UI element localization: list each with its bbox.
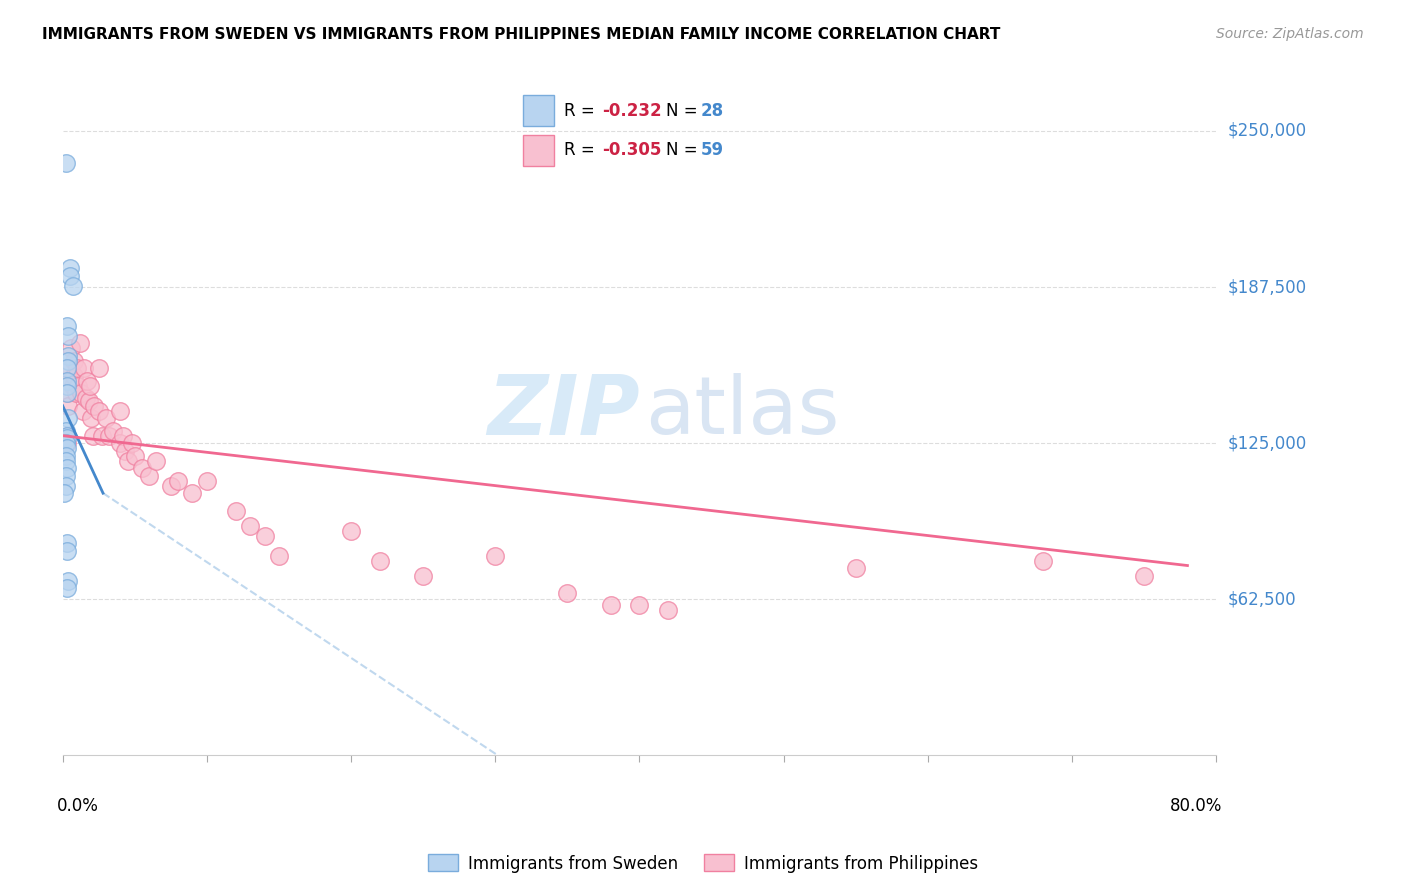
Text: $250,000: $250,000 (1227, 122, 1306, 140)
Point (101, 424, 124, 438)
Point (112, 428, 135, 442)
Point (63, 368, 86, 383)
Point (87, 403, 110, 417)
Text: IMMIGRANTS FROM SWEDEN VS IMMIGRANTS FROM PHILIPPINES MEDIAN FAMILY INCOME CORRE: IMMIGRANTS FROM SWEDEN VS IMMIGRANTS FRO… (42, 27, 1001, 42)
Point (56, 581, 79, 595)
Point (72, 403, 94, 417)
Point (58, 411, 80, 425)
Point (97, 428, 120, 442)
Point (80, 411, 103, 425)
Point (66, 361, 89, 376)
Point (56, 378, 79, 392)
Point (1133, 568, 1156, 582)
Point (56, 428, 79, 442)
Point (59, 374, 82, 388)
Point (56, 536, 79, 550)
Point (76, 374, 98, 388)
Point (195, 474, 218, 488)
Point (58, 353, 80, 368)
Point (56, 461, 79, 475)
Point (77, 393, 100, 408)
Point (368, 553, 391, 567)
Point (56, 436, 79, 450)
Point (58, 386, 80, 401)
Point (73, 361, 96, 376)
Point (56, 441, 79, 455)
Point (58, 574, 80, 588)
Point (55, 449, 77, 463)
Text: ZIP: ZIP (486, 371, 640, 452)
Point (70, 386, 93, 401)
Point (56, 386, 79, 401)
Point (159, 478, 181, 492)
Point (1032, 553, 1054, 567)
Point (225, 503, 247, 517)
Point (145, 453, 167, 467)
Text: atlas: atlas (645, 373, 839, 451)
Point (63, 353, 86, 368)
Point (110, 403, 132, 417)
Text: 80.0%: 80.0% (1170, 797, 1222, 814)
Point (599, 599, 621, 613)
Point (69, 336, 91, 351)
Point (75, 391, 97, 405)
Point (59, 361, 82, 376)
Text: Source: ZipAtlas.com: Source: ZipAtlas.com (1216, 27, 1364, 41)
Point (56, 543, 79, 558)
Text: $125,000: $125,000 (1227, 434, 1306, 452)
Point (557, 586, 579, 600)
Point (59, 261, 82, 276)
Point (58, 349, 80, 363)
Point (79, 378, 101, 392)
Point (94, 411, 117, 425)
Point (56, 428, 79, 442)
Text: 0.0%: 0.0% (56, 797, 98, 814)
Point (121, 436, 143, 450)
Point (83, 399, 105, 413)
Text: $62,500: $62,500 (1227, 591, 1296, 608)
Point (60, 341, 83, 355)
Point (90, 428, 112, 442)
Point (340, 524, 363, 538)
Point (55, 468, 77, 483)
Point (253, 528, 276, 542)
Legend: Immigrants from Sweden, Immigrants from Philippines: Immigrants from Sweden, Immigrants from … (422, 847, 984, 880)
Point (55, 453, 77, 467)
Point (59, 268, 82, 283)
Point (628, 599, 651, 613)
Point (110, 436, 132, 450)
Text: $187,500: $187,500 (1227, 278, 1306, 296)
Point (56, 318, 79, 333)
Point (62, 278, 84, 293)
Point (87, 361, 110, 376)
Point (53, 486, 76, 500)
Point (82, 428, 104, 442)
Point (181, 486, 204, 500)
Point (55, 478, 77, 492)
Point (484, 549, 506, 563)
Point (131, 461, 153, 475)
Point (845, 561, 868, 575)
Point (62, 378, 84, 392)
Point (138, 468, 160, 483)
Point (114, 443, 136, 458)
Point (56, 431, 79, 445)
Point (124, 449, 146, 463)
Point (58, 399, 80, 413)
Point (117, 453, 139, 467)
Point (58, 328, 80, 343)
Point (65, 386, 87, 401)
Point (412, 568, 434, 582)
Point (56, 361, 79, 376)
Point (55, 156, 77, 170)
Point (267, 549, 290, 563)
Point (56, 374, 79, 388)
Point (167, 474, 190, 488)
Point (55, 424, 77, 438)
Point (239, 518, 262, 533)
Point (67, 378, 90, 392)
Point (55, 436, 77, 450)
Point (657, 603, 679, 617)
